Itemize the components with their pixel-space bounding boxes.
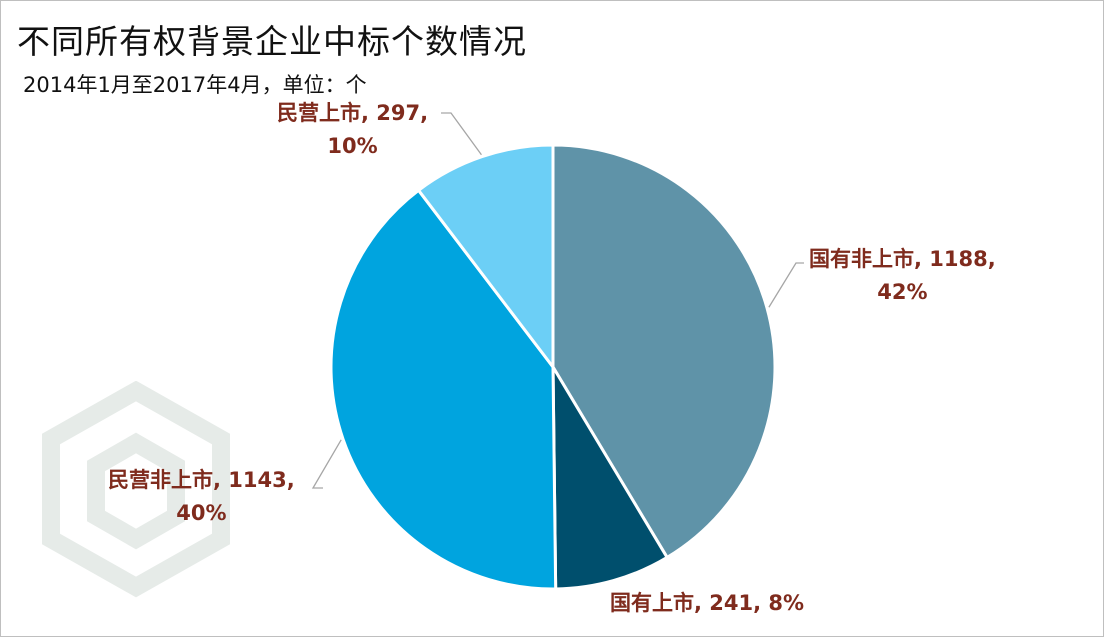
chart-subtitle: 2014年1月至2017年4月，单位：个 [23, 73, 367, 97]
chart-title: 不同所有权背景企业中标个数情况 [17, 22, 527, 61]
label-private-listed-line1: 民营上市, 297, [277, 101, 429, 125]
label-private-unlisted-line1: 民营非上市, 1143, [108, 468, 295, 492]
pie-slice-state-listed [551, 365, 669, 591]
watermark-logo [42, 381, 230, 598]
pie-slice-private-listed [417, 143, 555, 369]
label-private-listed-line2: 10% [327, 134, 378, 158]
label-state-listed-line1: 国有上市, 241, 8% [610, 591, 805, 615]
label-state-unlisted-line2: 42% [877, 280, 928, 304]
label-state-listed: 国有上市, 241, 8% [610, 587, 804, 620]
label-private-listed: 民营上市, 297, 10% [277, 97, 428, 163]
pie-slice-private-unlisted [329, 188, 558, 591]
label-private-unlisted: 民营非上市, 1143, 40% [108, 464, 295, 530]
label-state-unlisted: 国有非上市, 1188, 42% [809, 243, 996, 309]
label-private-unlisted-line2: 40% [176, 501, 227, 525]
label-state-unlisted-line1: 国有非上市, 1188, [809, 247, 996, 271]
leader-line-private-unlisted [311, 439, 342, 489]
pie-slice-state-unlisted [551, 143, 777, 559]
leader-line-state-unlisted [768, 262, 804, 308]
leader-line-private-listed [441, 112, 482, 156]
